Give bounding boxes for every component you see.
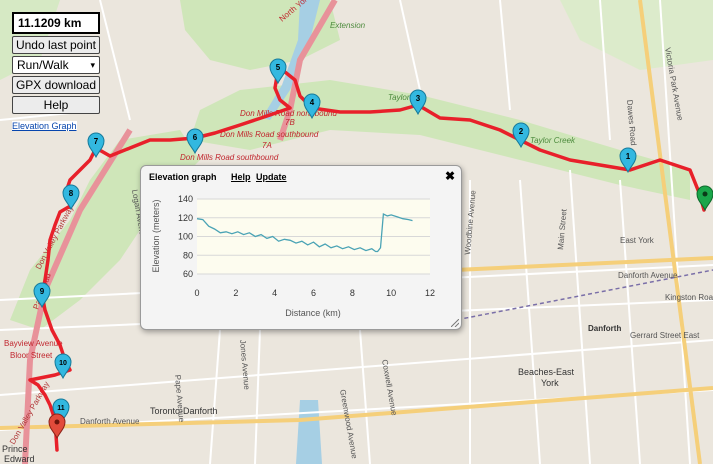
marker-7-label: 7 <box>94 137 99 146</box>
activity-mode-select[interactable]: Run/Walk ▾ <box>12 56 100 74</box>
label-bayview: Bayview Avenue <box>4 339 63 348</box>
end-marker[interactable] <box>48 413 66 440</box>
x-axis-label: Distance (km) <box>285 308 341 318</box>
x-tick-label: 10 <box>386 288 396 298</box>
park-area-ne <box>560 0 713 70</box>
marker-10-label: 10 <box>59 360 67 367</box>
distance-readout: 11.1209 km <box>12 12 100 34</box>
y-tick-label: 140 <box>178 194 193 204</box>
elevation-chart: 60 80 100 120 140 0 2 4 6 8 10 12 Elevation (meter… <box>151 194 435 318</box>
label-dvp-ext: Extension <box>330 21 366 30</box>
grid-lines <box>197 198 430 275</box>
label-danforth-ave-e: Danforth Avenue <box>618 271 678 280</box>
y-tick-label: 80 <box>183 250 193 260</box>
x-tick-label: 12 <box>425 288 435 298</box>
resize-grip-icon[interactable] <box>451 319 459 327</box>
route-markers: 1 2 3 4 5 6 7 8 <box>33 58 713 440</box>
undo-last-point-button[interactable]: Undo last point <box>12 36 100 54</box>
marker-1-label: 1 <box>626 152 631 161</box>
dialog-title: Elevation graph <box>149 172 217 182</box>
y-tick-label: 120 <box>178 213 193 223</box>
label-york: York <box>541 378 559 388</box>
dialog-update-link[interactable]: Update <box>256 172 287 182</box>
control-panel: 11.1209 km Undo last point Run/Walk ▾ GP… <box>12 12 100 134</box>
y-tick-label: 100 <box>178 232 193 242</box>
label-danforth-ave-w: Danforth Avenue <box>80 417 140 426</box>
x-tick-label: 2 <box>233 288 238 298</box>
marker-8[interactable]: 8 <box>62 184 80 211</box>
marker-3-label: 3 <box>416 94 421 103</box>
label-east-york: East York <box>620 236 655 245</box>
marker-4-label: 4 <box>310 98 315 107</box>
activity-mode-value: Run/Walk <box>17 58 69 72</box>
label-exit-7a: 7A <box>262 141 272 150</box>
dialog-help-link[interactable]: Help <box>231 172 251 182</box>
label-main-street: Main Street <box>556 208 569 250</box>
marker-9[interactable]: 9 <box>33 282 51 309</box>
y-axis-label: Elevation (meters) <box>151 199 161 272</box>
marker-6-label: 6 <box>193 133 198 142</box>
marker-5[interactable]: 5 <box>269 58 287 85</box>
label-taylor-creek: Taylor Creek <box>530 136 576 145</box>
marker-3[interactable]: 3 <box>409 89 427 116</box>
river <box>262 0 320 120</box>
x-tick-label: 8 <box>350 288 355 298</box>
elevation-series-line <box>196 213 413 253</box>
help-button[interactable]: Help <box>12 96 100 114</box>
label-bloor: Bloor Street <box>10 351 53 360</box>
label-prince: Prince <box>2 444 28 454</box>
x-tick-labels: 0 2 4 6 8 10 12 <box>194 288 435 298</box>
label-jones: Jones Avenue <box>238 339 251 390</box>
marker-5-label: 5 <box>276 63 281 72</box>
label-road-sb2: Don Mills Road southbound <box>180 153 279 162</box>
marker-2[interactable]: 2 <box>512 122 530 149</box>
label-pape: Pape Avenue <box>173 374 186 423</box>
x-tick-label: 0 <box>194 288 199 298</box>
marker-11-label: 11 <box>57 405 65 412</box>
label-exit-7b: 7B <box>285 118 295 127</box>
label-taylor: Taylor <box>388 93 410 102</box>
marker-9-label: 9 <box>40 287 45 296</box>
chevron-down-icon: ▾ <box>90 60 95 70</box>
label-dawes: Dawes Road <box>625 99 638 145</box>
marker-2-label: 2 <box>519 127 524 136</box>
elevation-dialog: Elevation graph Help Update ✖ 60 80 100 120… <box>140 165 462 330</box>
dialog-header[interactable]: Elevation graph Help Update ✖ <box>141 166 461 186</box>
start-marker[interactable] <box>696 185 713 212</box>
marker-7[interactable]: 7 <box>87 132 105 159</box>
marker-10[interactable]: 10 <box>54 353 72 380</box>
label-beaches: Beaches-East <box>518 367 575 377</box>
elevation-graph-link[interactable]: Elevation Graph <box>12 121 77 131</box>
marker-8-label: 8 <box>69 189 74 198</box>
y-tick-label: 60 <box>183 269 193 279</box>
label-gerrard: Gerrard Street East <box>630 331 700 340</box>
marker-1[interactable]: 1 <box>619 147 637 174</box>
x-tick-label: 4 <box>272 288 277 298</box>
label-toronto-danforth: Toronto-Danforth <box>150 406 218 416</box>
marker-4[interactable]: 4 <box>303 93 321 120</box>
label-road-sb: Don Mills Road southbound <box>220 130 319 139</box>
reservoir <box>296 400 322 464</box>
rail-line <box>429 269 713 326</box>
label-edward: Edward <box>4 454 35 464</box>
x-tick-label: 6 <box>311 288 316 298</box>
y-tick-labels: 60 80 100 120 140 <box>178 194 193 279</box>
label-road-nb: Don Mills Road northbound <box>240 109 337 118</box>
label-danforth: Danforth <box>588 324 621 333</box>
close-icon[interactable]: ✖ <box>444 169 455 183</box>
gpx-download-button[interactable]: GPX download <box>12 76 100 94</box>
label-kingston: Kingston Road <box>665 293 713 302</box>
marker-6[interactable]: 6 <box>186 128 204 155</box>
